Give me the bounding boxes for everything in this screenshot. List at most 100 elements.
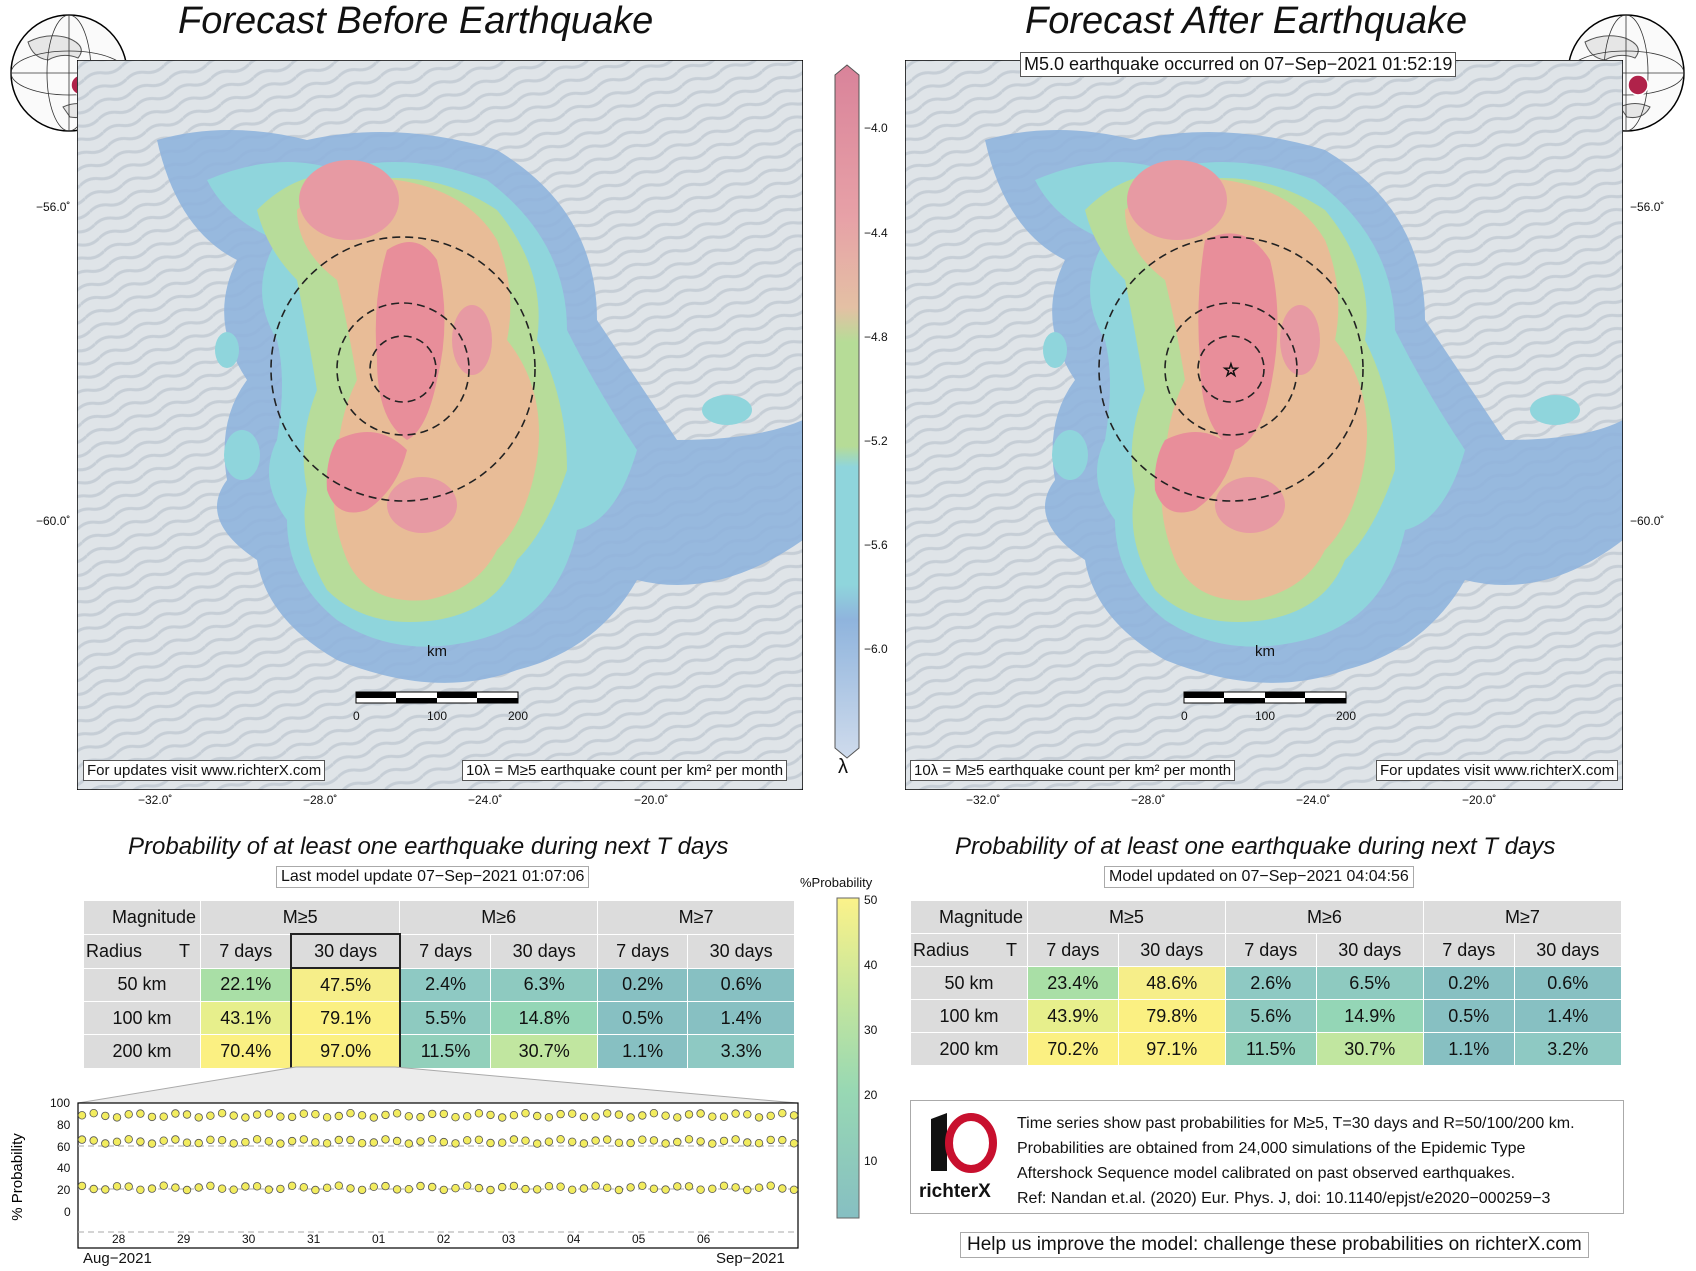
- info-text: Time series show past probabilities for …: [1017, 1115, 1575, 1207]
- prob-colorbar-label: %Probability: [800, 875, 873, 890]
- timeseries-point: [206, 1135, 215, 1144]
- event-label: M5.0 earthquake occurred on 07−Sep−2021 …: [1020, 52, 1457, 77]
- left-scale-tick-100: 100: [427, 709, 448, 723]
- right-lat-label-60: −60.0˚: [1630, 514, 1665, 528]
- colorbar-tick-6: −6.0: [864, 642, 888, 656]
- right-cell: 14.9%: [1315, 999, 1424, 1033]
- timeseries-point: [463, 1112, 472, 1121]
- left-period-header: 7 days: [399, 933, 492, 969]
- timeseries-point: [603, 1135, 612, 1144]
- timeseries-point: [159, 1112, 168, 1121]
- timeseries-point: [673, 1113, 682, 1122]
- table-row: 50 km 23.4% 48.6% 2.6% 6.5% 0.2% 0.6%: [910, 966, 1623, 1000]
- timeseries-point: [533, 1139, 542, 1148]
- timeseries-point: [754, 1113, 764, 1122]
- timeseries-point: [171, 1135, 180, 1144]
- timeseries-point: [638, 1135, 647, 1144]
- left-lat-label-60: −60.0˚: [36, 514, 71, 528]
- timeseries-point: [136, 1185, 145, 1194]
- right-cell: 11.5%: [1224, 1032, 1317, 1066]
- table-row: 200 km 70.4% 97.0% 11.5% 30.7% 1.1% 3.3%: [83, 1034, 795, 1069]
- prob-colorbar-tick-20: 20: [864, 1088, 878, 1102]
- table-row: 100 km 43.9% 79.8% 5.6% 14.9% 0.5% 1.4%: [910, 999, 1623, 1033]
- timeseries-point: [731, 1183, 740, 1192]
- right-cell: 6.5%: [1315, 966, 1424, 1000]
- right-scale-tick-100: 100: [1255, 709, 1276, 723]
- help-link[interactable]: Help us improve the model: challenge the…: [960, 1232, 1589, 1258]
- timeseries-point: [404, 1184, 413, 1194]
- right-period-header: 7 days: [1027, 933, 1119, 967]
- timeseries-point: [696, 1137, 705, 1146]
- colorbar-tick-2: −4.4: [864, 226, 888, 240]
- timeseries-ylabel: % Probability: [9, 1133, 26, 1221]
- left-cell: 22.1%: [200, 967, 292, 1002]
- timeseries-point: [463, 1136, 472, 1145]
- timeseries-point: [77, 1111, 87, 1120]
- timeseries-point: [89, 1109, 98, 1118]
- timeseries-point: [603, 1183, 612, 1192]
- timeseries-point: [182, 1138, 192, 1147]
- left-prob-subtitle: Last model update 07−Sep−2021 01:07:06: [276, 866, 590, 888]
- timeseries-point: [287, 1136, 297, 1146]
- colorbar-tick-4: −5.2: [864, 434, 888, 448]
- timeseries-point: [159, 1136, 168, 1145]
- timeseries-point: [789, 1111, 799, 1120]
- timeseries-point: [357, 1111, 367, 1120]
- ts-ytick-80: 80: [57, 1118, 71, 1132]
- timeseries-point: [194, 1113, 203, 1122]
- timeseries-point: [217, 1109, 227, 1118]
- timeseries-point: [311, 1185, 320, 1195]
- left-cell: 79.1%: [290, 1001, 401, 1035]
- left-updates-link[interactable]: For updates visit www.richterX.com: [83, 760, 326, 781]
- timeseries-point: [311, 1138, 320, 1147]
- left-scale-unit: km: [427, 643, 447, 660]
- timeseries-point: [591, 1136, 600, 1145]
- timeseries-point: [147, 1112, 157, 1122]
- left-period-header: 7 days: [597, 933, 689, 969]
- right-lon-label-32: −32.0˚: [966, 793, 1001, 807]
- timeseries-point: [556, 1135, 565, 1144]
- timeseries-point: [498, 1182, 507, 1192]
- timeseries-point: [778, 1109, 787, 1118]
- left-scale-tick-0: 0: [353, 709, 360, 723]
- right-cell: 97.1%: [1117, 1032, 1226, 1066]
- timeseries-point: [136, 1109, 145, 1118]
- info-box: richterX Time series show past probabili…: [910, 1100, 1624, 1214]
- timeseries-point: [509, 1135, 519, 1144]
- timeseries-point: [112, 1137, 122, 1146]
- timeseries-point: [334, 1135, 343, 1145]
- timeseries-point: [428, 1135, 437, 1144]
- right-mag-header-7: M≥7: [1422, 900, 1623, 934]
- richterx-logo-icon: [931, 1113, 997, 1173]
- left-cell: 2.4%: [399, 967, 492, 1002]
- timeseries-point: [124, 1110, 133, 1119]
- ts-ytick-0: 0: [64, 1205, 71, 1219]
- timeseries-point: [451, 1183, 460, 1193]
- timeseries-point: [404, 1139, 413, 1148]
- timeseries-point: [77, 1181, 87, 1191]
- right-lambda-note: 10λ = M≥5 earthquake count per km² per m…: [910, 760, 1236, 781]
- left-lon-label-24: −24.0˚: [468, 793, 503, 807]
- timeseries-point: [229, 1139, 238, 1148]
- timeseries-point: [568, 1109, 577, 1118]
- right-cell: 23.4%: [1027, 966, 1119, 1000]
- timeseries-point: [544, 1137, 554, 1146]
- right-scale-tick-0: 0: [1181, 709, 1188, 723]
- timeseries-point: [661, 1185, 670, 1194]
- right-corner-magnitude: Magnitude: [910, 900, 1028, 934]
- timeseries-point: [498, 1113, 507, 1122]
- right-row-radius: 50 km: [910, 966, 1028, 1000]
- prob-colorbar-tick-30: 30: [864, 1023, 878, 1037]
- right-updates-link[interactable]: For updates visit www.richterX.com: [1376, 760, 1619, 781]
- timeseries-point: [287, 1181, 297, 1190]
- right-prob-subtitle: Model updated on 07−Sep−2021 04:04:56: [1104, 866, 1414, 888]
- right-cell: 5.6%: [1224, 999, 1317, 1033]
- right-mag-header-6: M≥6: [1224, 900, 1424, 934]
- probability-timeseries: % Probability: [9, 1066, 799, 1249]
- timeseries-point: [603, 1109, 612, 1118]
- right-cell: 30.7%: [1315, 1032, 1424, 1066]
- timeseries-point: [381, 1181, 390, 1191]
- timeseries-point: [591, 1181, 600, 1190]
- left-row-radius: 100 km: [83, 1001, 201, 1035]
- timeseries-point: [357, 1185, 367, 1195]
